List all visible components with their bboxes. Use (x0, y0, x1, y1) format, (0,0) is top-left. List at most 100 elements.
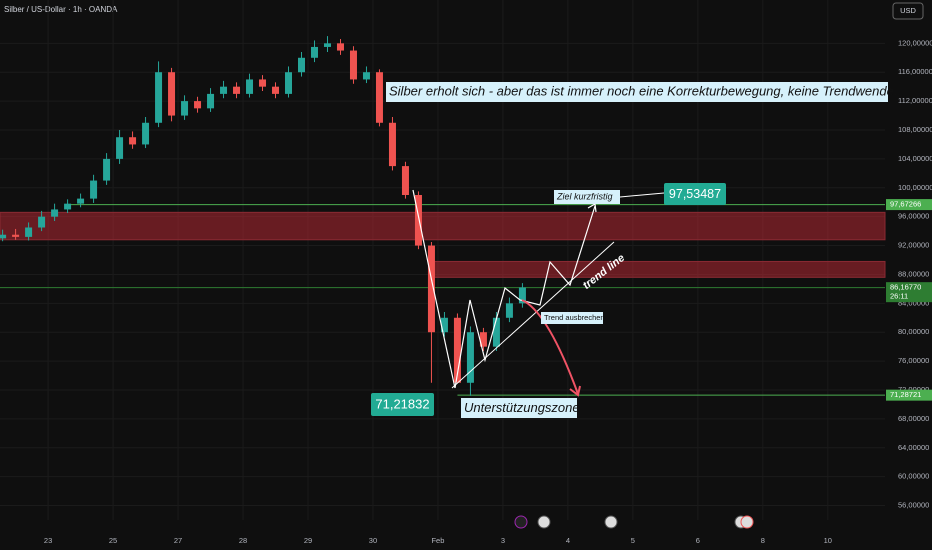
candle-body (414, 195, 422, 246)
candle-body (168, 72, 176, 116)
price-box (664, 183, 726, 205)
candle-body (492, 317, 500, 347)
candle-body (427, 245, 435, 333)
candle-body (466, 332, 474, 383)
candle-body (129, 137, 137, 145)
arrow-head (569, 385, 581, 397)
y-tick-label: 84,00000 (898, 298, 929, 307)
y-tick-label: 76,00000 (898, 356, 929, 365)
event-icon[interactable] (537, 515, 551, 529)
candle-body (155, 72, 163, 123)
target-price: 97,53487 (669, 187, 721, 201)
connector (619, 192, 665, 198)
level-tag (886, 282, 932, 303)
candle-body (194, 101, 202, 109)
candle-body (77, 198, 85, 204)
candle-body (25, 227, 33, 237)
event-icon[interactable] (514, 515, 528, 529)
candle-body (401, 166, 409, 195)
y-tick-label: 56,00000 (898, 501, 929, 510)
candle-body (181, 101, 189, 116)
y-tick-label: 104,00000 (898, 154, 932, 163)
candle-body (479, 332, 487, 347)
candle-body (64, 203, 72, 210)
candle-body (310, 46, 318, 58)
candle-body (38, 216, 46, 228)
x-tick-label: 6 (696, 536, 700, 545)
candle-body (220, 86, 228, 94)
low-price: 71,21832 (375, 396, 429, 411)
drawing-line (412, 189, 456, 389)
level-label: 86,16770 (890, 283, 921, 292)
candle-body (142, 122, 150, 145)
candle-body (336, 43, 344, 51)
level-tag (886, 199, 932, 211)
candle-body (12, 234, 20, 237)
x-tick-label: 8 (761, 536, 765, 545)
candle-body (51, 209, 59, 217)
x-tick-label: 30 (369, 536, 377, 545)
plot-background (0, 0, 886, 520)
level-tag (886, 389, 932, 401)
x-tick-label: 5 (631, 536, 635, 545)
candle-body (116, 137, 124, 159)
breakout-label: Trend ausbrechen (544, 313, 605, 322)
countdown: 26:11 (890, 292, 908, 301)
candle-body (453, 317, 461, 383)
event-icon[interactable] (604, 515, 618, 529)
candle-body (297, 57, 305, 73)
headline-box (386, 82, 888, 102)
x-tick-label: 23 (44, 536, 52, 545)
y-tick-label: 120,00000 (898, 38, 932, 47)
candle-body (259, 79, 267, 87)
level-label: 71,28721 (890, 390, 921, 399)
x-tick-label: 29 (304, 536, 312, 545)
candle-body (103, 158, 111, 181)
event-icon[interactable] (740, 515, 754, 529)
price-axis: 120,00000 116,00000 112,00000 108,00000 104,… (44, 38, 932, 545)
support-label: Unterstützungszone (464, 400, 580, 415)
candle-body (0, 234, 7, 239)
candle-body (207, 93, 215, 109)
candle-body (246, 79, 254, 94)
breakdown-path (521, 299, 579, 395)
x-tick-label: 4 (566, 536, 570, 545)
x-tick-label: 3 (501, 536, 505, 545)
candle-body (375, 72, 383, 123)
trend-line (451, 241, 615, 389)
drawings: Silber erholt sich - aber das ist immer … (371, 82, 897, 529)
x-tick-label: 10 (824, 536, 832, 545)
candle-body (233, 86, 241, 94)
candle-body (349, 50, 357, 80)
target-label: Ziel kurzfristig (556, 191, 613, 201)
label-box (541, 312, 603, 324)
y-tick-label: 100,00000 (898, 183, 932, 192)
candle-body (440, 317, 448, 333)
zone (0, 211, 886, 241)
chart-title: Silber / US-Dollar · 1h · OANDA (4, 5, 118, 14)
y-tick-label: 60,00000 (898, 472, 929, 481)
currency[interactable]: USD (900, 6, 916, 15)
x-tick-label: 28 (239, 536, 247, 545)
candle-body (388, 122, 396, 167)
candle-body (362, 72, 370, 80)
currency-box[interactable] (892, 2, 924, 20)
projection (454, 205, 596, 389)
y-tick-label: 96,00000 (898, 212, 929, 221)
candle-body (285, 72, 293, 94)
price-box (371, 393, 434, 416)
label-box (554, 190, 620, 204)
label-box (461, 398, 577, 418)
y-tick-label: 116,00000 (898, 67, 932, 76)
y-tick-label: 64,00000 (898, 443, 929, 452)
candle-body (272, 86, 280, 94)
y-tick-label: 80,00000 (898, 327, 929, 336)
y-tick-label: 68,00000 (898, 414, 929, 423)
y-tick-label: 72,00000 (898, 385, 929, 394)
candle-body (323, 43, 331, 47)
candle-body (90, 180, 98, 199)
x-tick-label: 27 (174, 536, 182, 545)
x-tick-label: 25 (109, 536, 117, 545)
candle-body (518, 287, 526, 304)
